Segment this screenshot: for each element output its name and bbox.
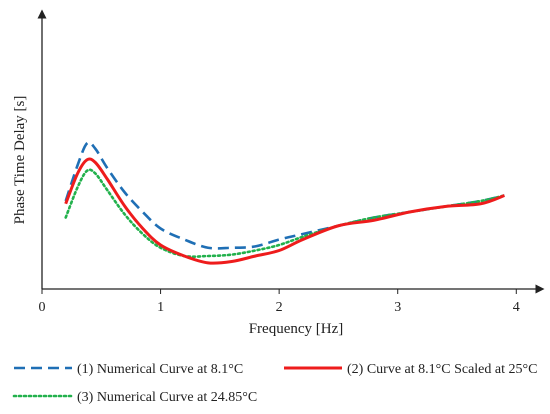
x-axis-label: Frequency [Hz] — [249, 321, 344, 337]
x-tick-label: 3 — [394, 300, 401, 315]
x-tick-label: 0 — [39, 300, 46, 315]
x-tick-labels: 0 1 2 3 4 — [39, 289, 520, 315]
plot-area — [64, 141, 506, 265]
x-tick-label: 1 — [157, 300, 164, 315]
series-line-2 — [64, 157, 505, 265]
legend: (1) Numerical Curve at 8.1°C (2) Curve at… — [12, 362, 537, 405]
legend-label-1: (1) Numerical Curve at 8.1°C — [77, 362, 243, 377]
legend-label-2: (2) Curve at 8.1°C Scaled at 25°C — [347, 362, 537, 377]
x-tick-label: 4 — [513, 300, 520, 315]
legend-label-3: (3) Numerical Curve at 24.85°C — [77, 390, 257, 405]
y-axis-label: Phase Time Delay [s] — [12, 96, 28, 225]
series-line-1 — [64, 141, 505, 250]
x-tick-label: 2 — [276, 300, 283, 315]
